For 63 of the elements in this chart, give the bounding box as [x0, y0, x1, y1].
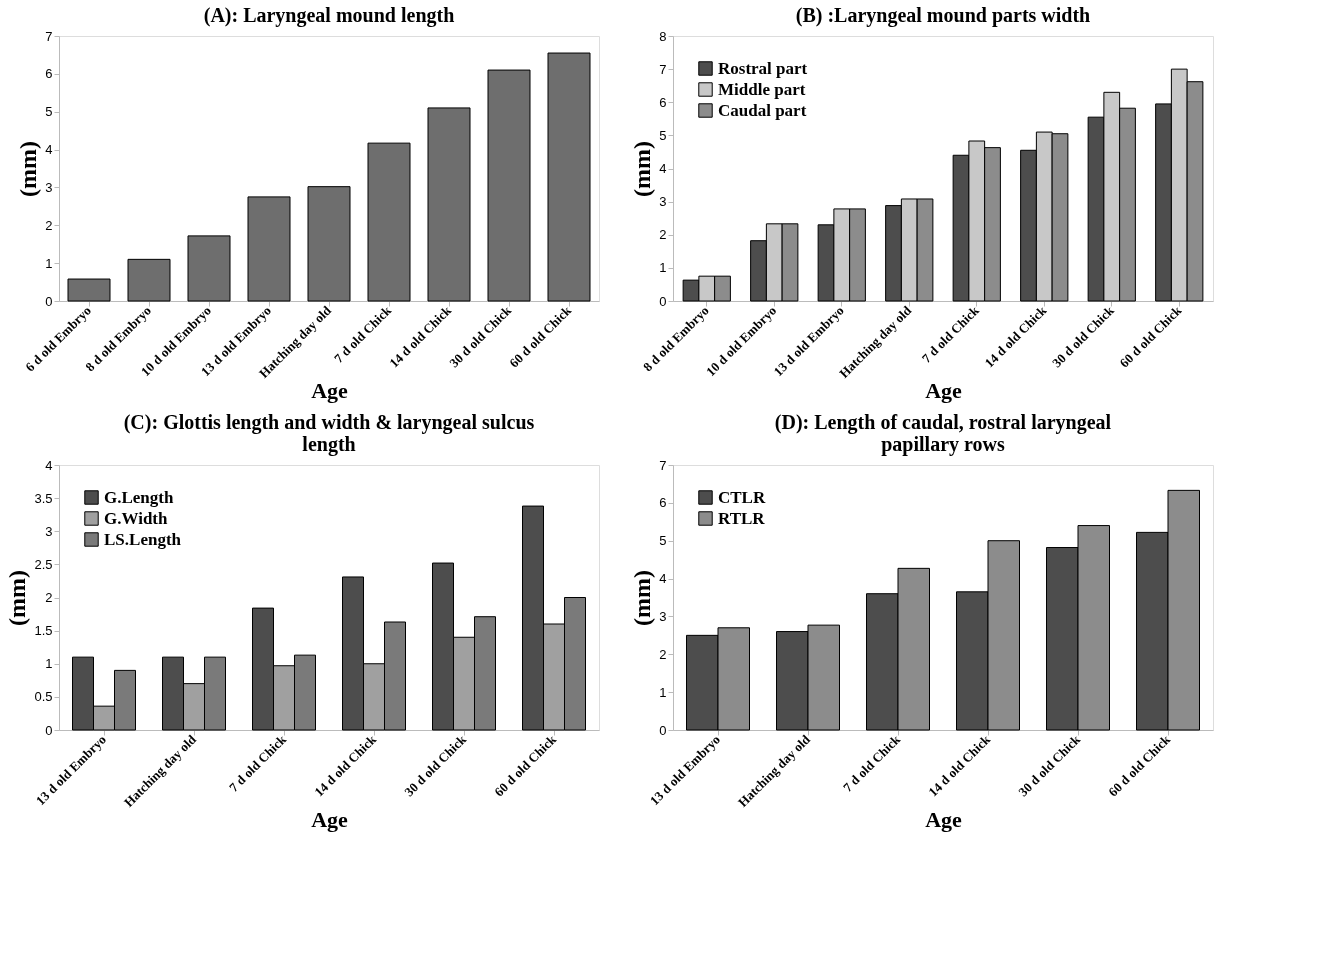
y-tick-label: 2 [659, 227, 667, 243]
y-tick-label: 1 [45, 656, 53, 672]
y-tick-label: 2 [659, 646, 667, 662]
y-tick-label: 0.5 [34, 689, 53, 705]
y-axis-title: (mm) [629, 141, 656, 197]
legend-label: RTLR [718, 508, 766, 528]
bar [547, 52, 591, 302]
legend-label: G.Length [104, 487, 174, 507]
y-tick-label: 1 [659, 684, 667, 700]
y-tick-label: 1.5 [34, 623, 53, 639]
bar [127, 258, 171, 302]
y-tick-label: 7 [45, 28, 53, 44]
y-tick-label: 4 [45, 142, 53, 158]
y-axis-title: (mm) [4, 570, 31, 626]
y-tick-label: 7 [659, 61, 667, 77]
x-axis-title: Age [311, 377, 349, 403]
chart-title: (D): Length of caudal, rostral laryngeal papillary rows [774, 411, 1112, 456]
bar [187, 235, 231, 302]
y-tick-label: 1 [45, 255, 53, 271]
y-tick-label: 4 [659, 571, 667, 587]
legend-label: Rostral part [718, 58, 808, 78]
chart-title: (A): Laryngeal mound length [203, 4, 455, 27]
bar [487, 69, 531, 302]
y-tick-label: 0 [659, 722, 667, 738]
y-tick-label: 6 [45, 66, 53, 82]
y-tick-label: 3 [659, 608, 667, 624]
y-tick-label: 8 [659, 28, 667, 44]
y-tick-label: 4 [659, 161, 667, 176]
x-axis-title: Age [925, 806, 963, 832]
bar [427, 107, 471, 302]
y-tick-label: 6 [659, 495, 667, 511]
y-axis-title: (mm) [15, 141, 42, 197]
y-tick-label: 2.5 [34, 556, 53, 572]
legend-label: CTLR [718, 487, 766, 507]
y-tick-label: 5 [659, 127, 667, 143]
bar [247, 196, 291, 302]
y-tick-label: 5 [659, 533, 667, 549]
legend-label: Middle part [718, 79, 806, 99]
bar [367, 142, 411, 302]
bar [67, 278, 111, 302]
y-tick-label: 3 [659, 194, 667, 210]
bar [307, 186, 351, 302]
y-tick-label: 0 [45, 293, 53, 309]
y-tick-label: 5 [45, 104, 53, 120]
chart-title: (C): Glottis length and width & laryngeal sulcus length [123, 411, 535, 456]
legend-label: G.Width [104, 508, 168, 528]
y-tick-label: 0 [659, 293, 667, 309]
y-tick-label: 0 [45, 722, 53, 738]
y-tick-label: 7 [659, 457, 667, 473]
y-tick-label: 6 [659, 94, 667, 110]
y-tick-label: 3 [45, 179, 53, 195]
legend-label: LS.Length [104, 529, 182, 549]
y-tick-label: 3 [45, 523, 53, 539]
y-tick-label: 3.5 [34, 490, 53, 506]
y-tick-label: 2 [45, 590, 53, 605]
y-tick-label: 4 [45, 457, 53, 473]
y-axis-title: (mm) [629, 570, 656, 626]
chart-title: (B) :Laryngeal mound parts width [795, 4, 1091, 27]
y-tick-label: 1 [659, 260, 667, 276]
x-axis-title: Age [311, 806, 349, 832]
legend-label: Caudal part [718, 100, 807, 120]
y-tick-label: 2 [45, 217, 53, 233]
x-axis-title: Age [925, 377, 963, 403]
